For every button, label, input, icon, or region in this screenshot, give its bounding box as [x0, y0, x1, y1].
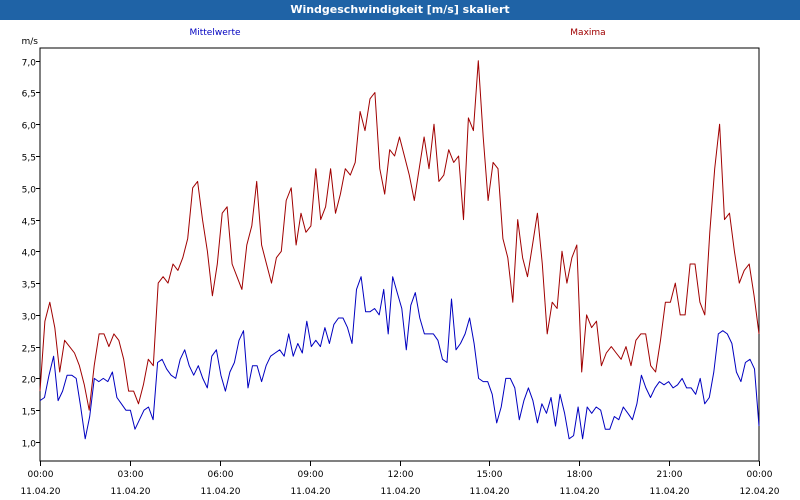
- x-tick-time: 03:00: [118, 470, 144, 480]
- x-tick-time: 12:00: [388, 470, 414, 480]
- x-tick-time: 09:00: [298, 470, 324, 480]
- x-tick-time: 15:00: [477, 470, 503, 480]
- x-tick-date: 11.04.20: [290, 487, 330, 497]
- x-tick-time: 00:00: [747, 470, 773, 480]
- y-tick-label: 3,0: [22, 313, 37, 323]
- y-tick-label: 2,0: [22, 376, 37, 386]
- x-tick-date: 11.04.20: [20, 487, 60, 497]
- legend-mittelwerte: Mittelwerte: [189, 28, 240, 38]
- wind-speed-chart: 1,0 1,5 2,0 2,5 3,0 3,5 4,0 4,5 5,0 5,5 6,0 6,5 7,0 0…: [20, 28, 779, 497]
- y-tick-label: 7,0: [22, 59, 37, 69]
- legend-maxima: Maxima: [570, 28, 605, 38]
- series-layer: [39, 60, 760, 440]
- y-tick-label: 1,5: [22, 408, 36, 418]
- axes: [36, 47, 760, 466]
- x-tick-time: 06:00: [208, 470, 234, 480]
- labels-layer: 1,0 1,5 2,0 2,5 3,0 3,5 4,0 4,5 5,0 5,5 6,0 6,5 7,0 0…: [20, 28, 779, 497]
- chart-title: Windgeschwindigkeit [m/s] skaliert: [0, 0, 800, 20]
- y-tick-label: 2,5: [22, 345, 36, 355]
- y-tick-label: 1,0: [22, 440, 37, 450]
- x-tick-time: 18:00: [567, 470, 593, 480]
- series-line-maxima: [39, 60, 760, 411]
- y-tick-label: 6,5: [22, 90, 36, 100]
- y-tick-label: 5,5: [22, 154, 36, 164]
- y-axis-label: m/s: [22, 37, 39, 47]
- y-tick-label: 4,0: [22, 249, 37, 259]
- plot-frame: [39, 47, 760, 462]
- x-tick-date: 11.04.20: [200, 487, 240, 497]
- x-tick-time: 21:00: [657, 470, 683, 480]
- x-tick-date: 11.04.20: [469, 487, 509, 497]
- y-tick-label: 4,5: [22, 218, 36, 228]
- x-tick-date: 11.04.20: [559, 487, 599, 497]
- y-tick-label: 5,0: [22, 186, 37, 196]
- x-tick-time: 00:00: [28, 470, 54, 480]
- series-line-mittelwerte: [39, 276, 760, 440]
- y-tick-label: 3,5: [22, 281, 36, 291]
- x-tick-date: 11.04.20: [649, 487, 689, 497]
- x-tick-date: 11.04.20: [110, 487, 150, 497]
- y-tick-label: 6,0: [22, 122, 37, 132]
- x-tick-date: 12.04.20: [739, 487, 779, 497]
- x-tick-date: 11.04.20: [380, 487, 420, 497]
